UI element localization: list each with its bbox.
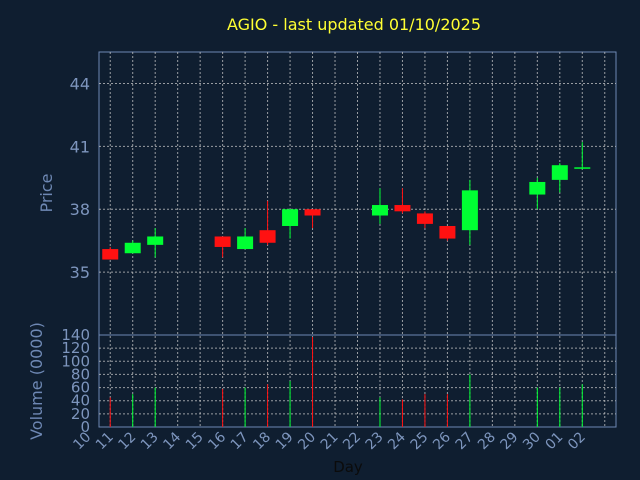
volume-bars <box>109 336 583 427</box>
x-tick-label: 23 <box>363 429 387 453</box>
candle-body <box>147 236 164 245</box>
candle-body <box>551 165 568 180</box>
candle-body <box>304 209 321 216</box>
price-tick-label: 44 <box>70 74 90 93</box>
x-tick-label: 17 <box>228 429 252 453</box>
volume-tick-label: 80 <box>71 365 90 383</box>
x-tick-label: 12 <box>115 429 139 453</box>
x-tick-label: 25 <box>408 429 432 453</box>
price-axis-ticks: 44 41 38 35 <box>70 74 90 282</box>
price-tick-label: 38 <box>70 200 90 219</box>
chart-title: AGIO - last updated 01/10/2025 <box>227 15 481 34</box>
x-tick-label: 10 <box>70 429 94 453</box>
volume-tick-label: 40 <box>71 392 90 410</box>
x-tick-label: 01 <box>542 429 566 453</box>
volume-tick-label: 120 <box>61 339 90 357</box>
candle-body <box>461 190 478 231</box>
volume-tick-label: 140 <box>61 326 90 344</box>
x-tick-label: 14 <box>160 429 184 453</box>
candle-body <box>282 209 299 226</box>
price-tick-label: 41 <box>70 137 90 156</box>
x-tick-label: 20 <box>295 429 319 453</box>
x-tick-label: 15 <box>183 429 207 453</box>
candles <box>102 142 591 260</box>
x-tick-label: 27 <box>453 429 477 453</box>
candle-body <box>439 225 456 239</box>
x-tick-label: 30 <box>520 429 544 453</box>
candle-body <box>416 213 433 224</box>
x-tick-label: 11 <box>93 429 117 453</box>
volume-tick-label: 0 <box>80 418 90 436</box>
x-tick-label: 22 <box>340 429 364 453</box>
price-tick-label: 35 <box>70 263 90 282</box>
candle-body <box>124 242 141 254</box>
candle-body <box>371 205 388 216</box>
x-tick-label: 02 <box>565 429 589 453</box>
volume-tick-label: 20 <box>71 405 90 423</box>
x-axis-ticks: 1011121314151617181920212223242526272829… <box>70 429 588 453</box>
price-axis-label: Price <box>37 173 56 212</box>
x-tick-label: 26 <box>430 429 454 453</box>
x-tick-label: 13 <box>138 429 162 453</box>
candle-body <box>214 236 231 247</box>
volume-panel <box>98 334 617 428</box>
candle-body <box>529 181 546 195</box>
x-axis-label: Day <box>333 458 363 476</box>
x-tick-label: 16 <box>205 429 229 453</box>
volume-tick-label: 100 <box>61 352 90 370</box>
x-tick-label: 28 <box>475 429 499 453</box>
x-tick-label: 29 <box>498 429 522 453</box>
candle-body <box>237 236 254 250</box>
x-tick-label: 21 <box>318 429 342 453</box>
x-tick-label: 19 <box>273 429 297 453</box>
candle-body <box>102 249 119 260</box>
grid-lines <box>99 52 616 427</box>
candle-body <box>574 167 591 169</box>
volume-tick-label: 60 <box>71 379 90 397</box>
volume-axis-label: Volume (0000) <box>27 322 46 440</box>
x-tick-label: 18 <box>250 429 274 453</box>
candle-body <box>394 205 411 212</box>
candle-body <box>259 230 276 243</box>
x-tick-label: 24 <box>385 429 409 453</box>
